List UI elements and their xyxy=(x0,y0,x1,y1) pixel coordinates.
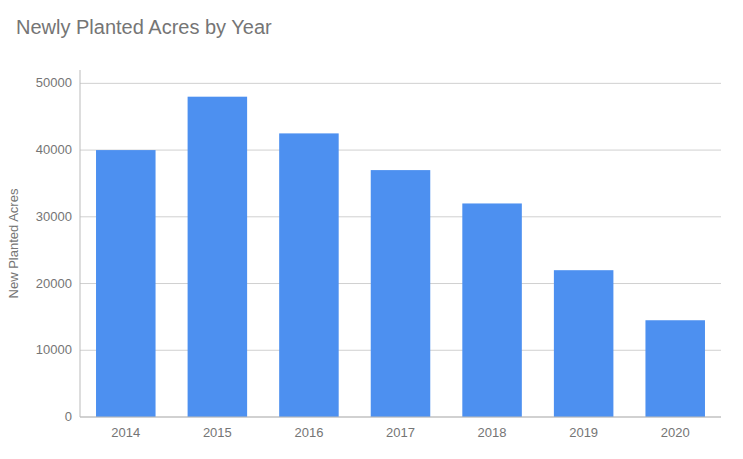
x-tick-label: 2020 xyxy=(661,425,690,440)
y-axis-label: New Planted Acres xyxy=(6,188,21,298)
x-tick-label: 2017 xyxy=(386,425,415,440)
y-tick-label: 30000 xyxy=(36,209,72,224)
bar xyxy=(371,170,431,417)
bar xyxy=(188,97,248,417)
x-tick-label: 2019 xyxy=(569,425,598,440)
grid xyxy=(80,83,721,417)
grid-line xyxy=(80,417,721,418)
chart-container: Newly Planted Acres by Year 0 10000 20000 30… xyxy=(0,0,743,459)
x-tick-label: 2016 xyxy=(294,425,323,440)
title: Newly Planted Acres by Year xyxy=(16,16,272,38)
bar xyxy=(279,133,339,417)
y-tick-label: 40000 xyxy=(36,142,72,157)
x-tick-label: 2018 xyxy=(478,425,507,440)
x-tick-label: 2014 xyxy=(111,425,140,440)
y-axis-line xyxy=(80,70,81,417)
y-tick-label: 0 xyxy=(65,409,72,424)
x-ticks: 2014 2015 2016 2017 2018 2019 2020 xyxy=(111,425,689,440)
x-tick-label: 2015 xyxy=(203,425,232,440)
x-axis-line xyxy=(80,417,721,418)
chart-svg: Newly Planted Acres by Year 0 10000 20000 30… xyxy=(0,0,743,459)
y-tick-label: 20000 xyxy=(36,276,72,291)
grid-line xyxy=(80,150,721,151)
bar xyxy=(554,270,614,417)
y-ticks: 0 10000 20000 30000 40000 50000 xyxy=(36,75,72,424)
y-tick-label: 10000 xyxy=(36,342,72,357)
bars xyxy=(96,97,705,417)
y-tick-label: 50000 xyxy=(36,75,72,90)
grid-line xyxy=(80,83,721,84)
bar xyxy=(462,203,522,417)
bar xyxy=(96,150,156,417)
bar xyxy=(645,320,705,417)
